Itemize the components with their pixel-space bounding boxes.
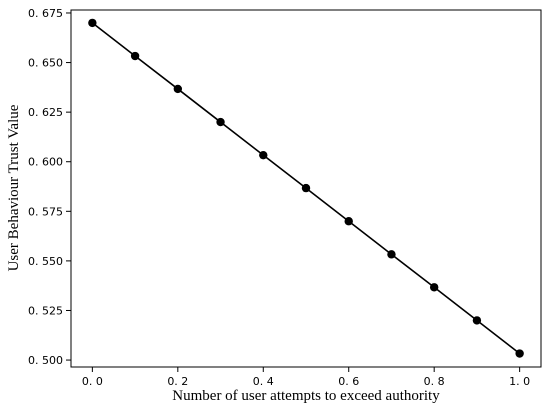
y-tick-label: 0. 650 <box>28 57 63 70</box>
y-tick-label: 0. 675 <box>28 7 63 20</box>
data-point <box>301 183 311 193</box>
x-axis-label: Number of user attempts to exceed author… <box>172 388 440 404</box>
x-tick-label: 0. 8 <box>424 375 445 388</box>
data-point <box>173 84 183 94</box>
data-point <box>387 250 396 259</box>
y-axis: 0. 500 0. 525 0. 550 0. 575 0. 600 0. 625 0. 6… <box>28 7 71 367</box>
plot-area-frame <box>70 9 542 368</box>
x-axis: 0. 0 0. 2 0. 4 0. 6 0. 8 1. 0 <box>82 367 530 388</box>
data-point <box>88 18 97 28</box>
y-tick-label: 0. 600 <box>28 156 63 169</box>
y-tick-label: 0. 525 <box>28 304 63 317</box>
data-point <box>130 51 140 61</box>
data-point <box>515 349 524 358</box>
x-tick-label: 0. 6 <box>338 375 359 388</box>
x-tick-label: 0. 0 <box>82 375 103 388</box>
x-tick-label: 1. 0 <box>509 375 530 388</box>
y-tick-label: 0. 500 <box>28 354 63 367</box>
data-point <box>216 117 225 127</box>
x-tick-label: 0. 4 <box>253 375 274 388</box>
data-point <box>259 150 268 160</box>
series-group <box>88 18 524 358</box>
y-tick-label: 0. 575 <box>28 205 63 218</box>
data-point <box>429 283 439 292</box>
x-tick-label: 0. 2 <box>167 375 188 388</box>
data-point <box>344 217 353 226</box>
y-axis-label: User Behaviour Trust Value <box>6 104 22 271</box>
data-point <box>472 316 482 325</box>
y-tick-label: 0. 625 <box>28 106 63 119</box>
y-tick-label: 0. 550 <box>28 255 63 268</box>
